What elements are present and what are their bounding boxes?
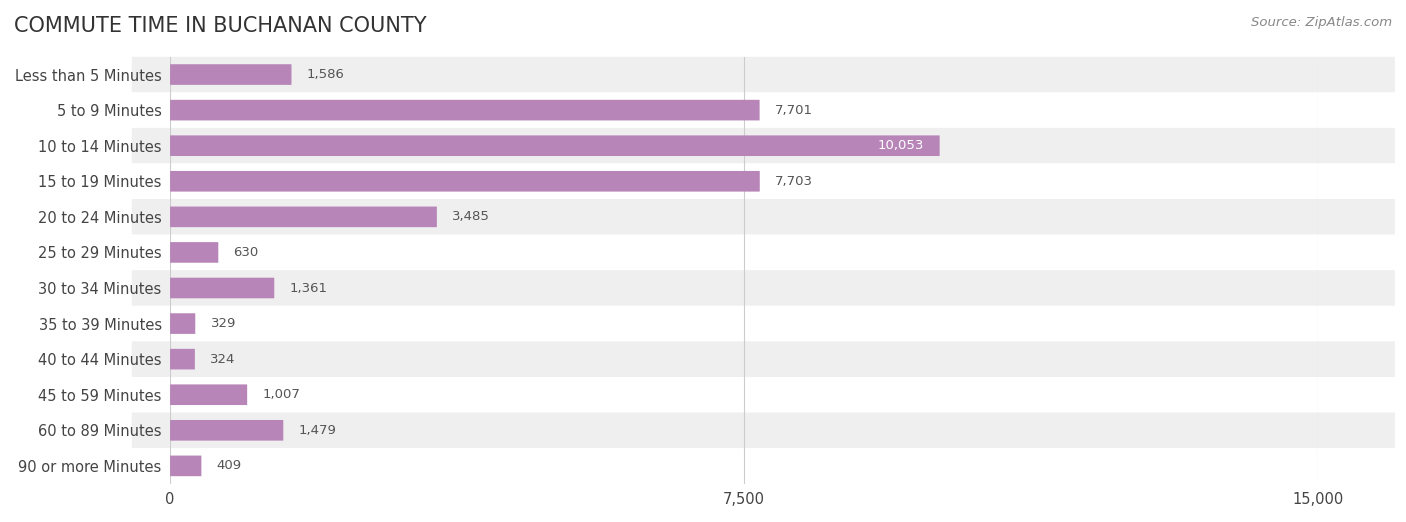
FancyBboxPatch shape <box>170 349 195 370</box>
Text: 7,701: 7,701 <box>775 104 813 116</box>
FancyBboxPatch shape <box>132 306 1395 341</box>
FancyBboxPatch shape <box>132 199 1395 234</box>
Text: 630: 630 <box>233 246 259 259</box>
FancyBboxPatch shape <box>170 420 283 441</box>
FancyBboxPatch shape <box>170 384 247 405</box>
FancyBboxPatch shape <box>132 341 1395 377</box>
FancyBboxPatch shape <box>132 163 1395 199</box>
FancyBboxPatch shape <box>170 207 437 227</box>
Text: 1,479: 1,479 <box>298 424 336 437</box>
Text: 1,007: 1,007 <box>263 388 301 401</box>
FancyBboxPatch shape <box>170 242 218 263</box>
FancyBboxPatch shape <box>132 448 1395 484</box>
FancyBboxPatch shape <box>132 128 1395 163</box>
FancyBboxPatch shape <box>170 135 939 156</box>
FancyBboxPatch shape <box>170 456 201 476</box>
Text: 409: 409 <box>217 459 242 472</box>
Text: COMMUTE TIME IN BUCHANAN COUNTY: COMMUTE TIME IN BUCHANAN COUNTY <box>14 16 426 35</box>
Text: 10,053: 10,053 <box>877 139 924 152</box>
Text: 7,703: 7,703 <box>775 175 813 188</box>
Text: 1,586: 1,586 <box>307 68 344 81</box>
FancyBboxPatch shape <box>170 64 291 85</box>
Text: Source: ZipAtlas.com: Source: ZipAtlas.com <box>1251 16 1392 29</box>
FancyBboxPatch shape <box>132 92 1395 128</box>
FancyBboxPatch shape <box>170 171 759 192</box>
FancyBboxPatch shape <box>132 57 1395 92</box>
Text: 324: 324 <box>209 353 236 365</box>
FancyBboxPatch shape <box>170 100 759 121</box>
FancyBboxPatch shape <box>132 412 1395 448</box>
FancyBboxPatch shape <box>132 270 1395 306</box>
FancyBboxPatch shape <box>132 377 1395 412</box>
FancyBboxPatch shape <box>132 234 1395 270</box>
Text: 1,361: 1,361 <box>290 281 328 294</box>
FancyBboxPatch shape <box>170 313 195 334</box>
Text: 329: 329 <box>211 317 236 330</box>
FancyBboxPatch shape <box>170 278 274 298</box>
Text: 3,485: 3,485 <box>453 210 491 223</box>
